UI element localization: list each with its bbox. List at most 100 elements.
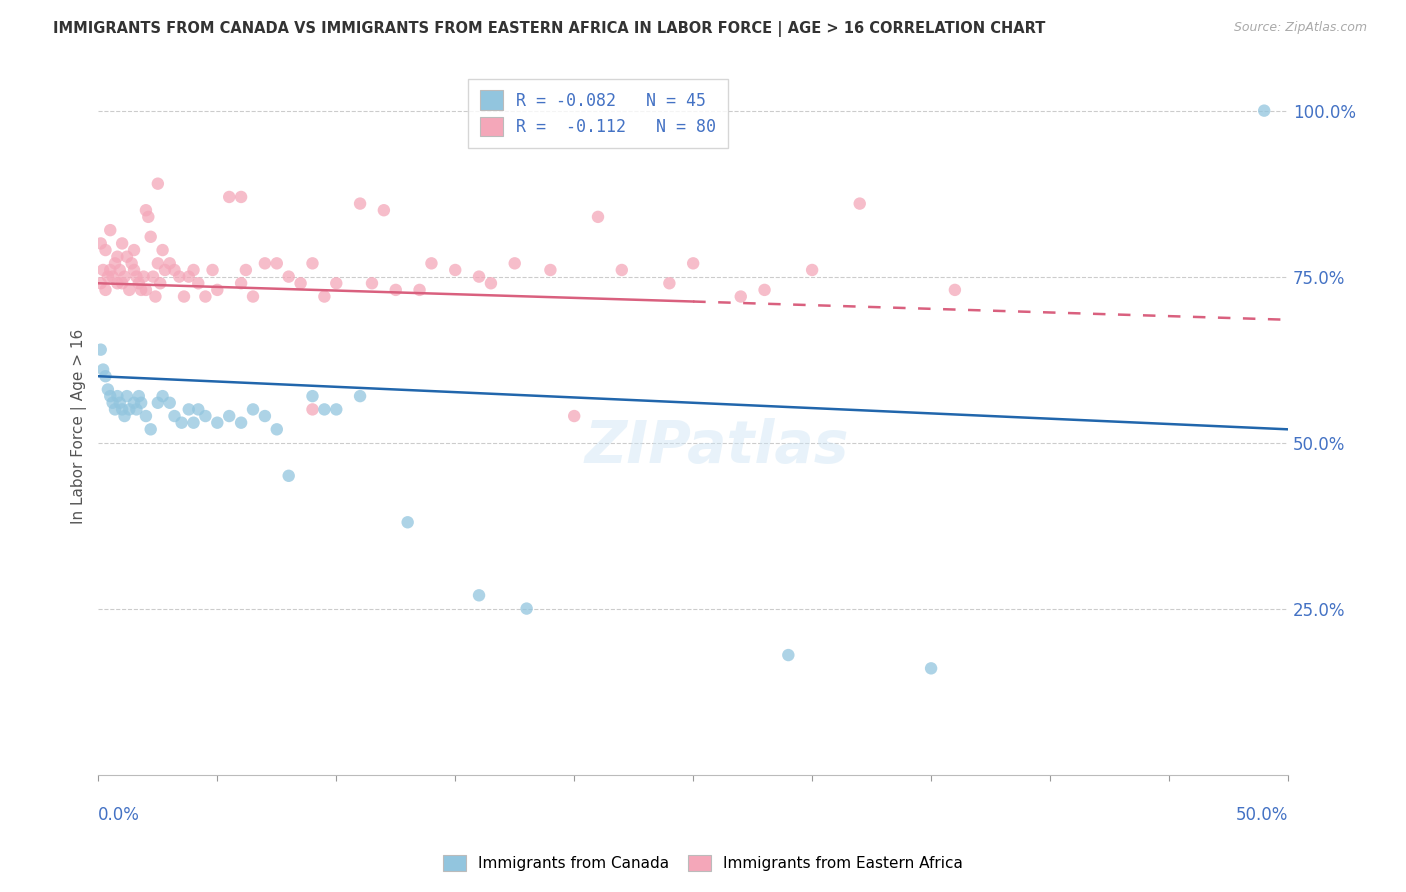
Point [153,263,176,277]
Point [229,416,252,430]
Point [142,269,165,284]
Point [468,588,491,602]
Point [187,402,209,417]
Point [229,190,252,204]
Point [167,269,190,284]
Point [122,396,145,410]
Point [152,243,174,257]
Text: 0.0%: 0.0% [98,806,141,824]
Point [479,277,502,291]
Legend: Immigrants from Canada, Immigrants from Eastern Africa: Immigrants from Canada, Immigrants from … [437,849,969,877]
Point [90,343,112,357]
Point [290,277,312,291]
Point [111,236,134,251]
Point [266,422,288,436]
Point [105,277,128,291]
Point [129,283,152,297]
Point [122,263,145,277]
Point [114,269,136,284]
Point [242,402,264,417]
Point [920,661,942,675]
Text: Source: ZipAtlas.com: Source: ZipAtlas.com [1233,21,1367,35]
Point [104,256,127,270]
Point [152,389,174,403]
Point [177,402,200,417]
Point [314,402,336,417]
Point [105,250,128,264]
Point [301,402,323,417]
Point [586,210,609,224]
Point [444,263,467,277]
Point [135,409,157,423]
Point [122,243,145,257]
Point [194,409,217,423]
Point [194,289,217,303]
Point [349,196,371,211]
Point [183,416,205,430]
Point [115,250,138,264]
Point [159,396,181,410]
Point [253,256,276,270]
Point [114,409,136,423]
Point [97,269,120,284]
Point [325,277,347,291]
Point [97,383,120,397]
Point [516,601,538,615]
Point [229,277,252,291]
Point [139,422,162,436]
Point [218,190,240,204]
Point [408,283,430,297]
Point [1253,103,1275,118]
Y-axis label: In Labor Force | Age > 16: In Labor Force | Age > 16 [72,328,87,524]
Point [125,402,148,417]
Point [139,229,162,244]
Point [128,389,150,403]
Point [943,283,966,297]
Point [778,648,800,662]
Point [170,416,193,430]
Point [91,362,114,376]
Point [277,269,299,284]
Point [163,409,186,423]
Point [149,277,172,291]
Point [98,263,121,277]
Point [201,263,224,277]
Point [118,402,141,417]
Point [384,283,406,297]
Point [136,210,159,224]
Point [562,409,585,423]
Point [314,289,336,303]
Point [146,396,169,410]
Point [396,516,419,530]
Point [277,468,299,483]
Point [266,256,288,270]
Point [801,263,824,277]
Text: IMMIGRANTS FROM CANADA VS IMMIGRANTS FROM EASTERN AFRICA IN LABOR FORCE | AGE > : IMMIGRANTS FROM CANADA VS IMMIGRANTS FRO… [53,21,1046,37]
Point [207,416,229,430]
Point [420,256,443,270]
Point [503,256,526,270]
Point [177,269,200,284]
Point [111,277,134,291]
Point [242,289,264,303]
Point [98,389,121,403]
Point [682,256,704,270]
Point [301,256,323,270]
Point [98,223,121,237]
Point [146,256,169,270]
Point [128,277,150,291]
Point [159,256,181,270]
Point [373,203,395,218]
Point [90,236,112,251]
Point [173,289,195,303]
Point [146,177,169,191]
Point [108,396,131,410]
Point [132,269,155,284]
Point [101,396,124,410]
Point [658,277,681,291]
Point [91,263,114,277]
Point [325,402,347,417]
Point [187,277,209,291]
Point [104,402,127,417]
Point [218,409,240,423]
